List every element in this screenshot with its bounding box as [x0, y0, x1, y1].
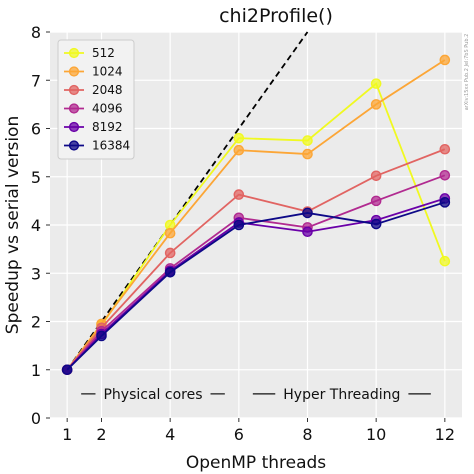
legend-entry: 16384 — [64, 139, 130, 153]
ideal-scaling-line — [66, 31, 309, 371]
y-axis-title: Speedup vs serial version — [3, 116, 23, 334]
legend-entry: 512 — [64, 46, 115, 60]
watermark-text: arXiv:15xx Pub.2 Jel:7bS Pub.2 — [464, 34, 470, 111]
data-point — [96, 330, 107, 342]
legend-label: 2048 — [92, 83, 123, 97]
data-point — [233, 219, 245, 231]
legend-entry: 1024 — [64, 65, 123, 79]
y-tick-label: 6 — [31, 120, 41, 139]
ideal-line — [66, 31, 309, 371]
data-point — [302, 207, 313, 219]
x-tick-labels: 1 2 4 6 8 10 12 — [62, 418, 455, 444]
data-point — [439, 170, 451, 181]
data-point — [233, 144, 245, 156]
annotation-text: Physical cores — [103, 387, 202, 403]
y-tick-labels: 0 1 2 3 4 5 6 7 8 — [31, 23, 50, 428]
data-point — [439, 143, 451, 155]
legend-label: 8192 — [92, 120, 123, 134]
data-point — [302, 135, 313, 146]
y-tick-label: 0 — [31, 409, 41, 428]
legend-entry: 4096 — [64, 102, 123, 116]
y-tick-label: 4 — [31, 216, 41, 235]
y-tick-label: 1 — [31, 361, 41, 380]
data-point — [302, 148, 313, 160]
annotation-layer: Physical cores Hyper Threading — [81, 387, 431, 403]
x-tick-label: 2 — [96, 425, 106, 444]
x-tick-label: 10 — [366, 425, 386, 444]
legend-marker — [68, 47, 80, 59]
data-point — [164, 247, 176, 259]
legend-entry: 2048 — [64, 83, 123, 97]
x-tick-label: 4 — [165, 425, 175, 444]
data-point — [370, 195, 382, 207]
legend-marker — [68, 140, 80, 151]
legend-label: 1024 — [92, 65, 123, 79]
data-point — [164, 266, 176, 278]
y-tick-label: 3 — [31, 264, 41, 283]
annotation: Hyper Threading — [252, 387, 431, 403]
data-point — [439, 255, 451, 267]
annotation-text: Hyper Threading — [283, 387, 400, 403]
y-tick-label: 2 — [31, 313, 41, 332]
data-point — [233, 189, 245, 200]
data-point — [61, 364, 73, 376]
x-tick-label: 6 — [234, 425, 244, 444]
data-point — [439, 197, 451, 208]
data-point — [370, 170, 382, 182]
x-axis-title: OpenMP threads — [186, 453, 326, 473]
legend-label: 512 — [92, 46, 115, 60]
gridlines — [50, 31, 462, 419]
data-point — [302, 226, 313, 238]
series-layer — [61, 54, 451, 376]
data-point — [439, 54, 451, 66]
legend-label: 16384 — [92, 139, 130, 153]
legend-marker — [68, 84, 80, 96]
legend: 512 1024 2048 4096 8192 16384 — [57, 39, 135, 160]
data-point — [370, 78, 382, 89]
x-tick-label: 1 — [62, 425, 72, 444]
y-tick-label: 7 — [31, 71, 41, 90]
data-point — [233, 132, 245, 144]
legend-marker — [68, 121, 80, 133]
x-tick-label: 8 — [302, 425, 312, 444]
legend-label: 4096 — [92, 102, 123, 116]
y-tick-label: 5 — [31, 168, 41, 187]
legend-entry: 8192 — [64, 120, 123, 134]
legend-marker — [68, 103, 80, 114]
data-point — [164, 227, 176, 239]
annotation: Physical cores — [81, 387, 225, 403]
data-point — [370, 218, 382, 230]
series-16384 — [61, 197, 451, 376]
y-tick-label: 8 — [31, 23, 41, 42]
x-tick-label: 12 — [435, 425, 455, 444]
legend-marker — [68, 66, 80, 77]
chart-title: chi2Profile() — [219, 5, 333, 27]
data-point — [370, 99, 382, 110]
